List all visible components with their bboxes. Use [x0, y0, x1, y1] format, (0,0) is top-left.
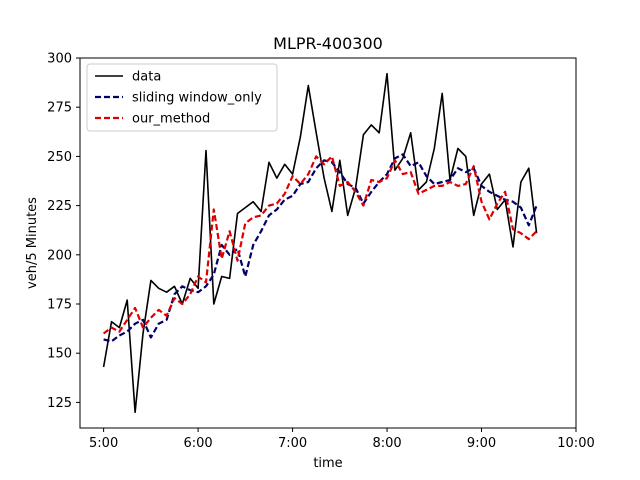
x-tick-label: 8:00	[372, 436, 401, 451]
legend-label: sliding window_only	[132, 91, 262, 106]
x-tick-label: 7:00	[278, 436, 307, 451]
x-tick-label: 10:00	[557, 436, 594, 451]
x-tick-label: 5:00	[89, 436, 118, 451]
legend-label: our_method	[132, 112, 210, 127]
y-tick-label: 300	[47, 52, 72, 67]
legend: data sliding window_only our_method	[87, 64, 277, 131]
y-tick-label: 200	[47, 248, 72, 263]
y-tick-label: 275	[47, 101, 72, 116]
y-tick-label: 150	[47, 347, 72, 362]
y-tick-label: 175	[47, 298, 72, 313]
y-tick-label: 250	[47, 150, 72, 165]
x-tick-label: 9:00	[467, 436, 496, 451]
legend-label: data	[132, 70, 161, 85]
chart-title: MLPR-400300	[273, 34, 383, 53]
y-tick-label: 225	[47, 199, 72, 214]
x-tick-label: 6:00	[183, 436, 212, 451]
y-tick-label: 125	[47, 396, 72, 411]
x-axis-title: time	[313, 456, 342, 471]
y-axis-title: veh/5 Minutes	[25, 197, 40, 289]
